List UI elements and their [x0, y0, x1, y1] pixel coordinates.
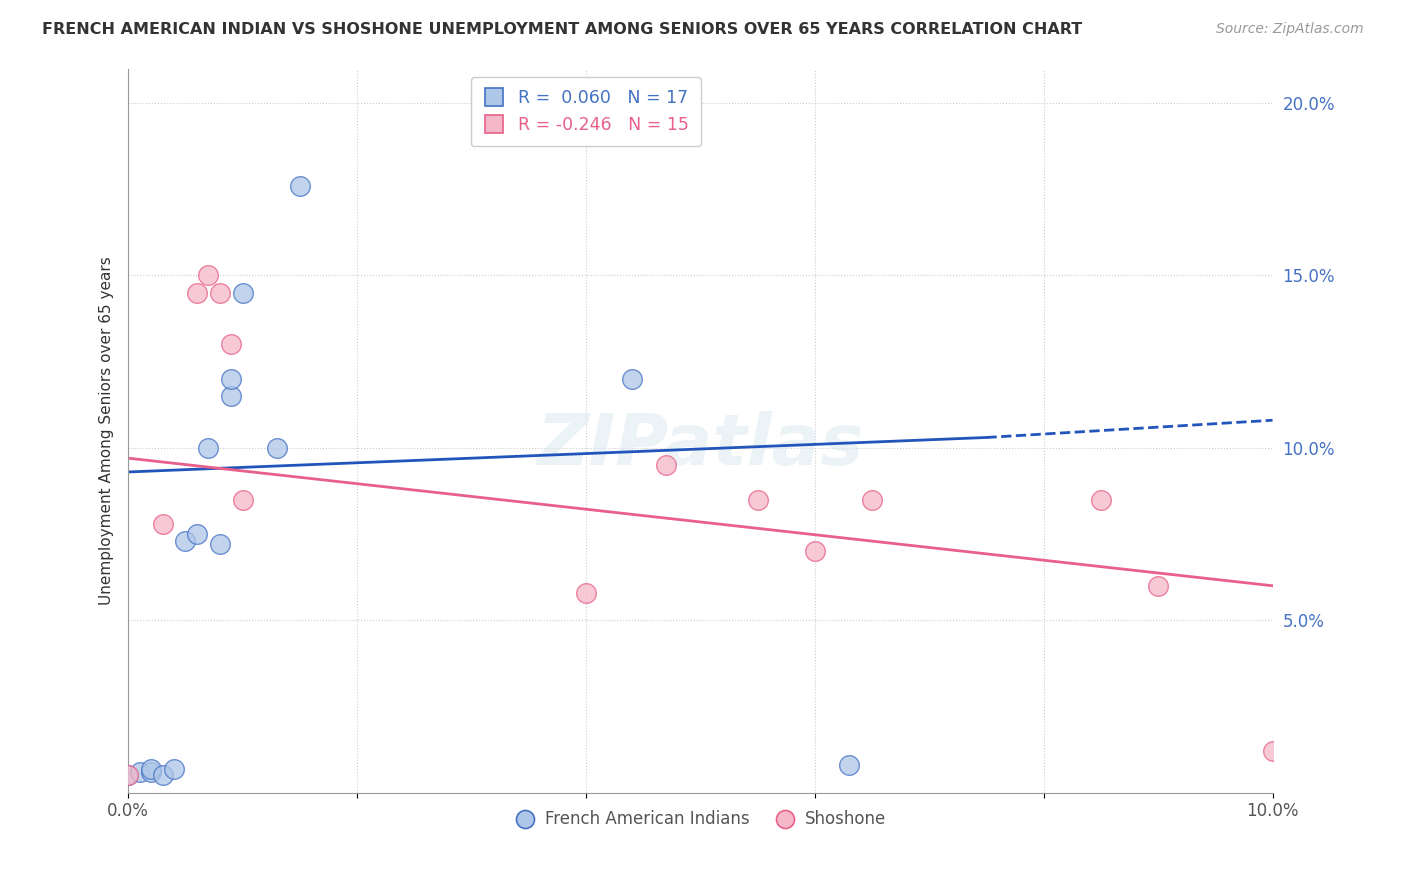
- Point: [208, 285, 231, 300]
- Point: [174, 533, 197, 548]
- Point: [117, 768, 139, 782]
- Point: [208, 537, 231, 551]
- Point: [197, 268, 219, 283]
- Point: [219, 337, 242, 351]
- Point: [1147, 579, 1170, 593]
- Point: [197, 441, 219, 455]
- Point: [266, 441, 288, 455]
- Point: [219, 389, 242, 403]
- Point: [747, 492, 769, 507]
- Point: [232, 492, 254, 507]
- Point: [1261, 744, 1284, 758]
- Point: [152, 516, 174, 531]
- Text: ZIPatlas: ZIPatlas: [537, 410, 865, 480]
- Point: [804, 544, 827, 558]
- Point: [232, 285, 254, 300]
- Legend: French American Indians, Shoshone: French American Indians, Shoshone: [509, 804, 893, 835]
- Point: [186, 527, 208, 541]
- Point: [128, 764, 150, 779]
- Text: FRENCH AMERICAN INDIAN VS SHOSHONE UNEMPLOYMENT AMONG SENIORS OVER 65 YEARS CORR: FRENCH AMERICAN INDIAN VS SHOSHONE UNEMP…: [42, 22, 1083, 37]
- Point: [139, 764, 162, 779]
- Y-axis label: Unemployment Among Seniors over 65 years: Unemployment Among Seniors over 65 years: [100, 256, 114, 605]
- Point: [219, 372, 242, 386]
- Point: [620, 372, 643, 386]
- Point: [575, 585, 598, 599]
- Point: [655, 458, 678, 472]
- Point: [288, 178, 311, 193]
- Point: [860, 492, 883, 507]
- Text: Source: ZipAtlas.com: Source: ZipAtlas.com: [1216, 22, 1364, 37]
- Point: [139, 762, 162, 776]
- Point: [163, 762, 186, 776]
- Point: [186, 285, 208, 300]
- Point: [1090, 492, 1112, 507]
- Point: [117, 768, 139, 782]
- Point: [838, 758, 860, 772]
- Point: [152, 768, 174, 782]
